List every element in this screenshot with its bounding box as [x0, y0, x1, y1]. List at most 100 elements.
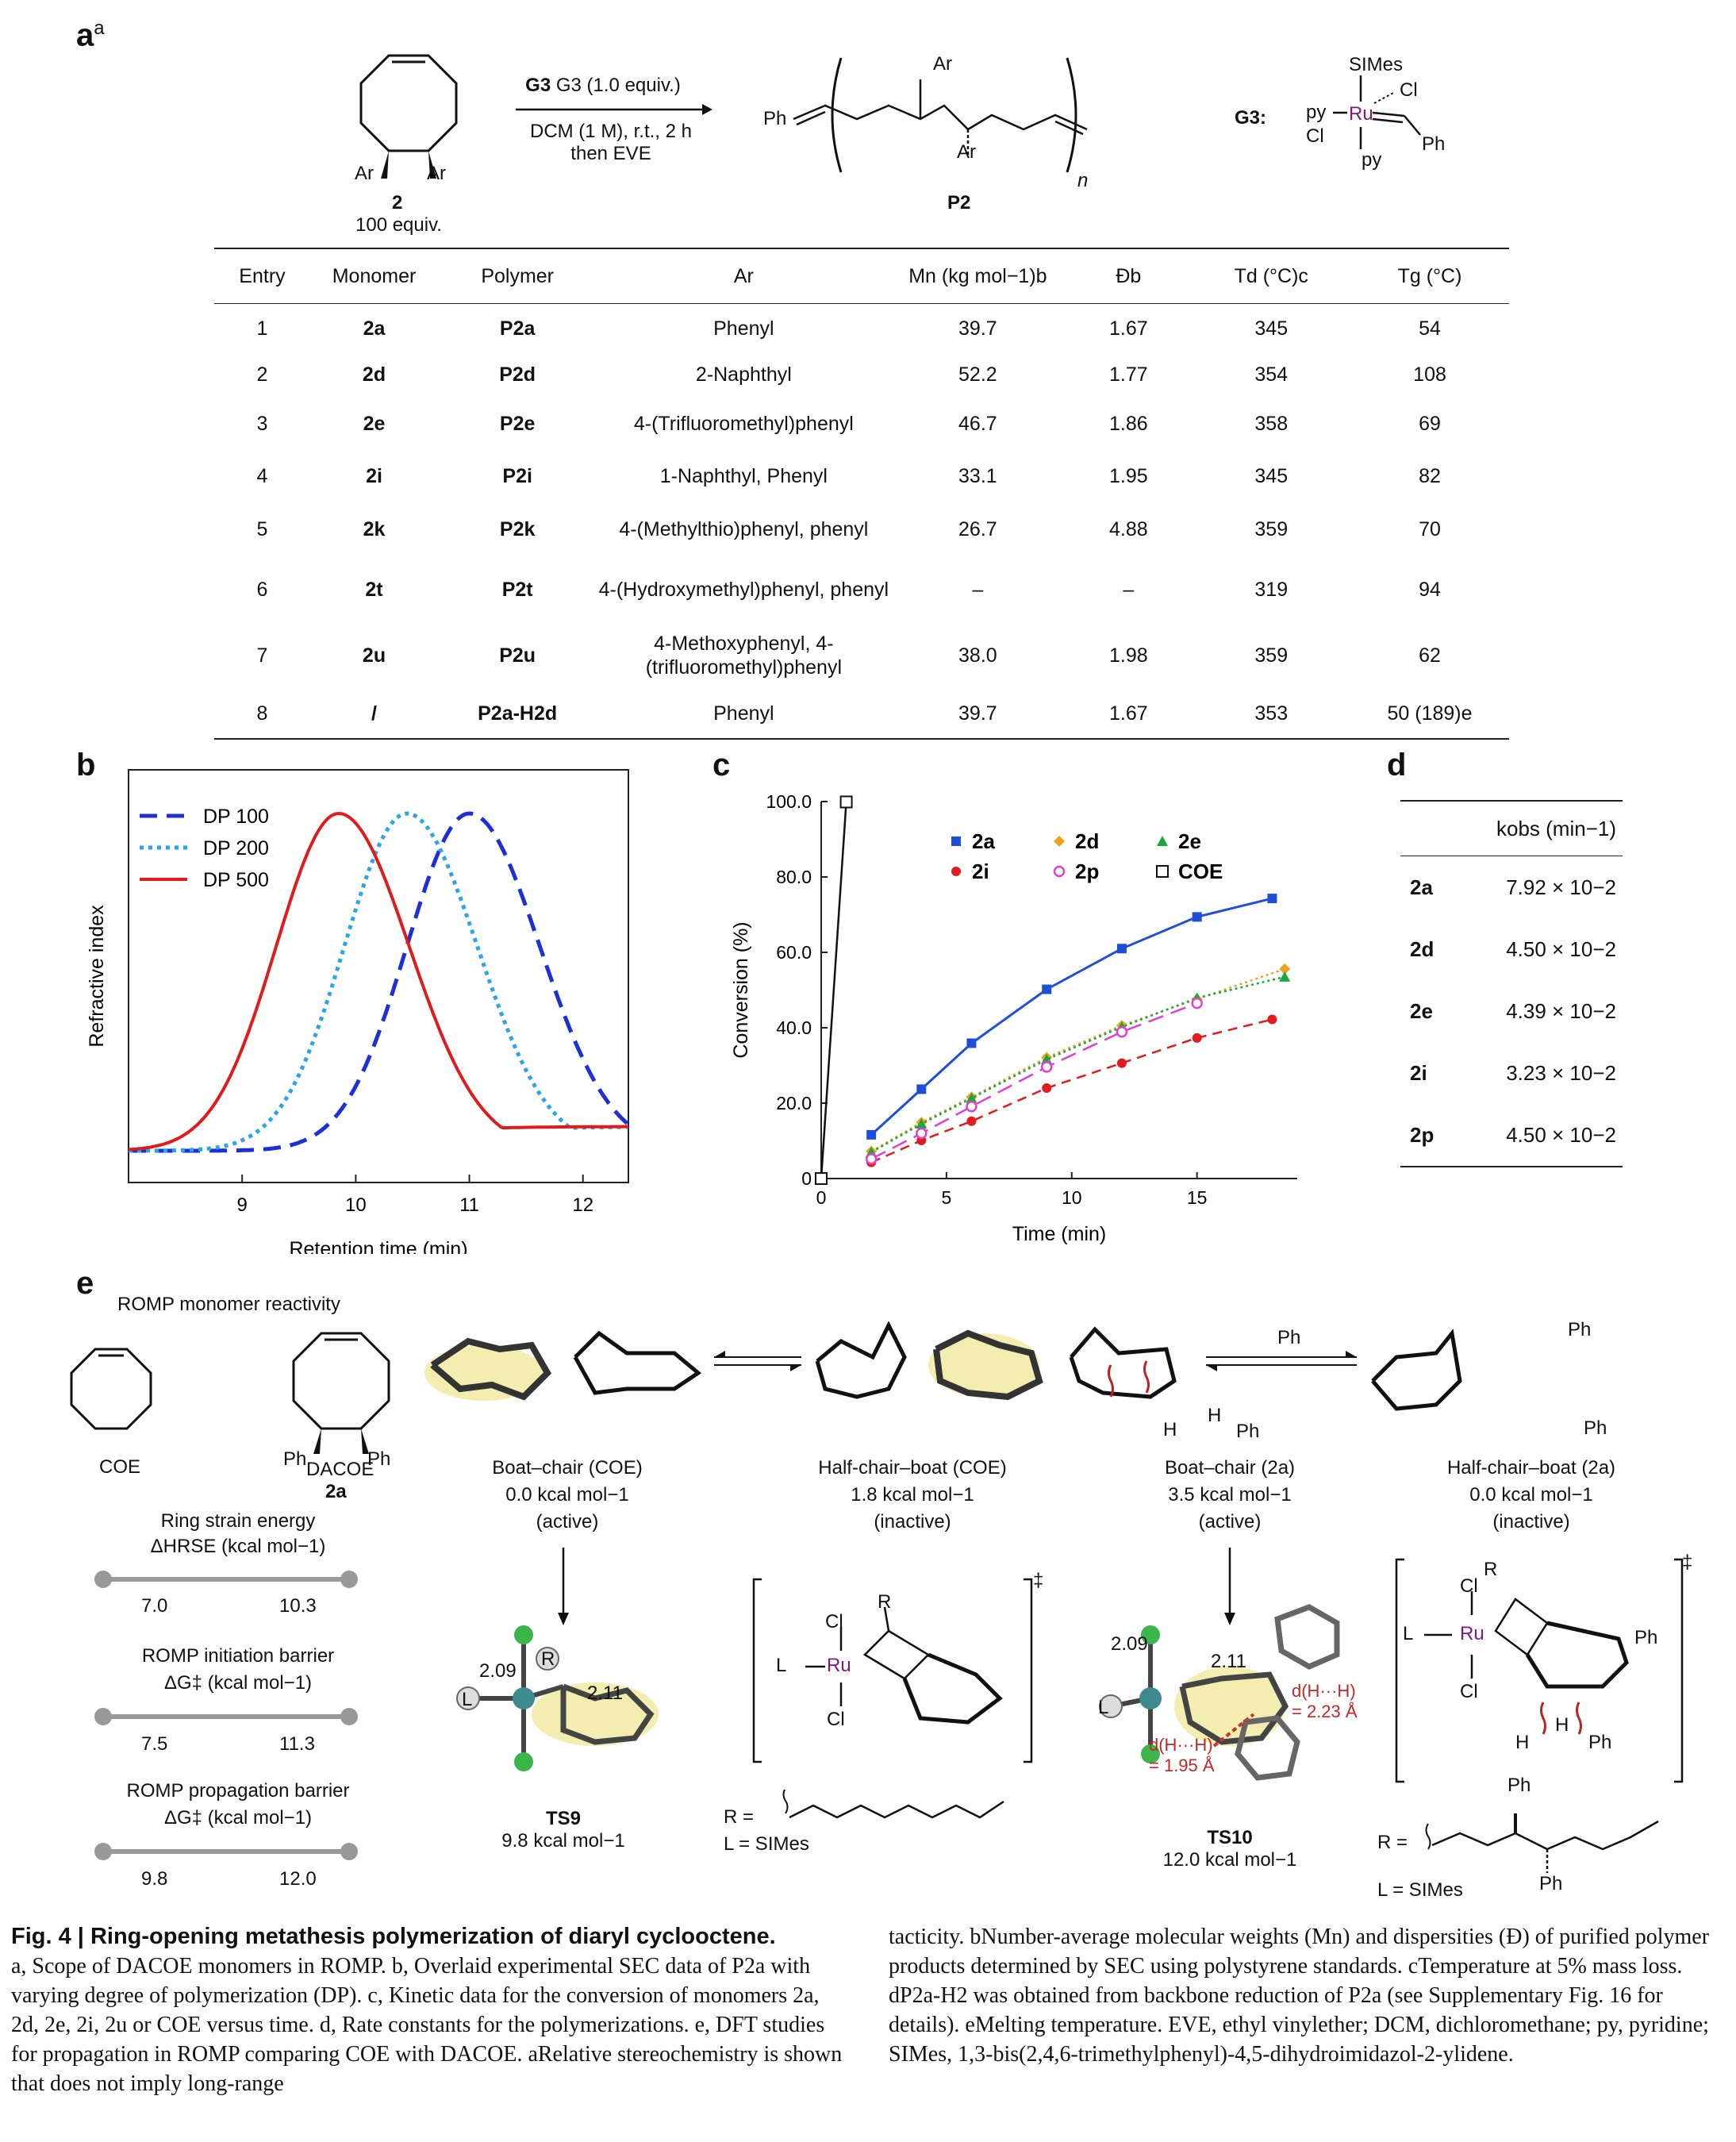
ts9-r-atom: R — [541, 1648, 555, 1670]
2a-boat-chair-line — [1069, 1326, 1177, 1399]
legend-marker-2d — [1054, 836, 1065, 847]
ts9-r-def: R = — [724, 1806, 755, 1828]
monomer-equiv: 100 equiv. — [355, 214, 442, 236]
point-2a — [916, 1084, 927, 1094]
ts9-l-def: L = SIMes — [724, 1833, 809, 1855]
point-2p — [1116, 1025, 1128, 1038]
init-high: 11.3 — [279, 1733, 315, 1755]
ts9-2d-cl-bottom: Cl — [827, 1709, 845, 1730]
ts9-l-atom: L — [462, 1689, 473, 1710]
cell-polymer: P2a — [499, 317, 536, 340]
ts10-2d-cl-bottom: Cl — [1460, 1681, 1478, 1702]
prop-low: 9.8 — [141, 1868, 168, 1890]
y-axis-label: Conversion (%) — [730, 921, 752, 1058]
legend-marker-2e — [1157, 836, 1168, 846]
point-2i — [1116, 1058, 1127, 1068]
g3-ru: Ru — [1349, 103, 1373, 125]
x-tick-label: 10 — [1062, 1187, 1082, 1208]
g3-simes: SIMes — [1349, 54, 1404, 75]
kobs-row: 2d 4.50 × 10−2 — [1400, 918, 1623, 980]
point-2p — [1040, 1061, 1053, 1073]
panel-d-label: d — [1387, 748, 1407, 783]
series-dp-200 — [129, 811, 628, 1153]
dacoe-ph-left: Ph — [283, 1448, 307, 1470]
kobs-monomer: 2i — [1410, 1060, 1427, 1085]
y-tick-label: 40.0 — [776, 1017, 812, 1038]
g3-cl-right: Cl — [1400, 79, 1418, 101]
ts9-dagger: ‡ — [1033, 1570, 1044, 1591]
point-2i — [966, 1116, 977, 1126]
ts9-2d-ru: Ru — [827, 1655, 851, 1676]
reactivity-title: ROMP monomer reactivity — [117, 1294, 340, 1315]
cell-entry: 3 — [256, 412, 268, 435]
table-row: 1 2a P2a Phenyl 39.7 1.67 345 54 — [214, 304, 1509, 353]
ts10-2d-structure — [1395, 1558, 1684, 1783]
point-2a — [1116, 944, 1127, 954]
cell-monomer: 2k — [363, 517, 386, 540]
cell-d: 1.67 — [1065, 689, 1193, 740]
legend-label-2i: 2i — [972, 859, 989, 883]
cell-polymer: P2u — [499, 644, 536, 667]
cell-monomer: 2a — [363, 317, 386, 340]
cell-ar: 1-Naphthyl, Phenyl — [659, 464, 828, 487]
reaction-condition-1: G3 G3 (1.0 equiv.) — [525, 75, 681, 96]
cell-tg: 108 — [1413, 363, 1446, 386]
cell-entry: 8 — [214, 689, 310, 740]
cell-entry: 5 — [256, 517, 268, 540]
col-polymer: Polymer — [438, 248, 597, 304]
cell-d: 1.77 — [1109, 363, 1148, 386]
point-2a — [1192, 912, 1202, 922]
cell-ar: 4-(Methylthio)phenyl, phenyl — [619, 517, 869, 540]
polymer-p2-structure — [793, 57, 1088, 173]
cell-tg: 54 — [1419, 317, 1441, 340]
x-tick-label: 0 — [816, 1187, 827, 1208]
2a-bc-ph-bottom: Ph — [1236, 1421, 1260, 1442]
kobs-monomer: 2d — [1410, 936, 1435, 961]
cell-mn: 39.7 — [890, 689, 1066, 740]
reaction-arrow — [516, 104, 712, 115]
y-tick-label: 0 — [801, 1168, 812, 1189]
polymer-p2-label: P2 — [947, 192, 971, 213]
monomer-2-structure — [359, 54, 458, 179]
ts10-2d-h1: H — [1515, 1732, 1530, 1753]
ts10-l-atom: L — [1098, 1697, 1109, 1718]
point-2a — [966, 1038, 977, 1048]
col-mn: Mn (kg mol−1)b — [890, 248, 1066, 304]
y-tick-label: 60.0 — [776, 942, 812, 963]
cell-td: 353 — [1192, 689, 1351, 740]
ts10-dist-211: 2.11 — [1211, 1651, 1246, 1672]
table-row: 6 2t P2t 4-(Hydroxymethyl)phenyl, phenyl – – 3… — [214, 558, 1509, 621]
cell-td: 345 — [1254, 464, 1289, 487]
point-2i — [1192, 1033, 1202, 1043]
legend-label-2d: 2d — [1075, 829, 1099, 853]
prop-title: ROMP propagation barrier — [126, 1780, 350, 1802]
ts9-2d-l: L — [776, 1655, 787, 1676]
kobs-value: 3.23 × 10−2 — [1506, 1060, 1616, 1085]
col-monomer: Monomer — [309, 248, 439, 304]
coe-dacoe-structures — [70, 1332, 390, 1454]
x-axis-label: Retention time (min) — [289, 1238, 467, 1254]
point-2p — [1191, 997, 1203, 1009]
coe-boat-chair-3d — [424, 1337, 551, 1401]
y-tick-label: 100.0 — [766, 791, 812, 812]
x-tick-label: 9 — [237, 1194, 248, 1216]
prop-bar — [94, 1843, 358, 1860]
x-tick-label: 12 — [572, 1194, 593, 1216]
ts10-2d-l: L — [1403, 1623, 1414, 1644]
g3-ph: Ph — [1422, 133, 1446, 155]
kobs-value: 4.39 × 10−2 — [1506, 998, 1616, 1023]
x-tick-label: 15 — [1187, 1187, 1208, 1208]
kobs-row: 2p 4.50 × 10−2 — [1400, 1104, 1623, 1167]
cell-mn: – — [972, 578, 984, 601]
ts10-model — [1099, 1604, 1340, 1781]
down-arrow-2a — [1224, 1548, 1235, 1625]
ts10-2d-cl-top: Cl — [1460, 1575, 1478, 1597]
cell-monomer: 2d — [362, 363, 386, 386]
caption-left: Fig. 4 | Ring-opening metathesis polymer… — [11, 1922, 852, 2098]
cell-mn: 46.7 — [958, 412, 997, 435]
cell-td: 354 — [1254, 363, 1289, 386]
cell-td: 359 — [1254, 517, 1289, 540]
x-axis-label: Time (min) — [1012, 1223, 1107, 1245]
rse-title: Ring strain energy — [160, 1510, 316, 1532]
cell-monomer: / — [309, 689, 439, 740]
